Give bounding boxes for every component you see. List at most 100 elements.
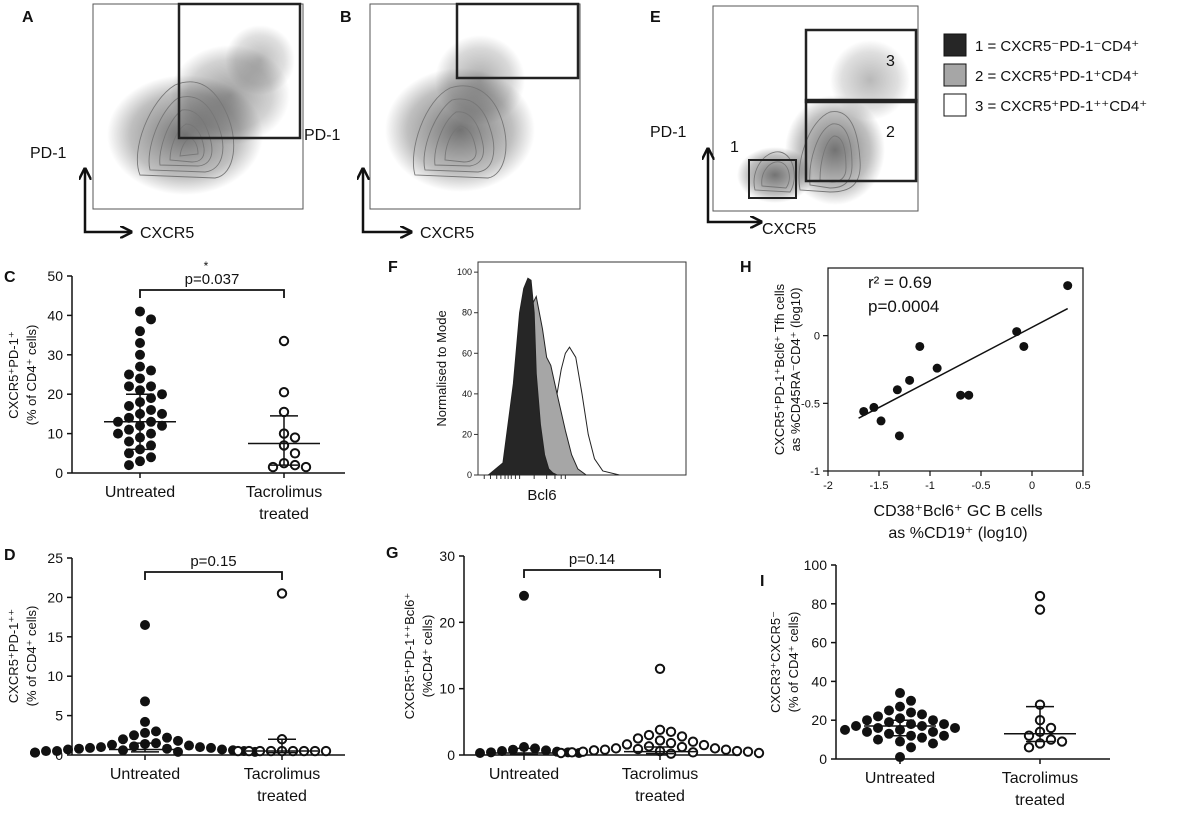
category-label: Untreated <box>489 766 559 783</box>
flow-plot-b: PD-1 CXCR5 <box>304 2 581 242</box>
data-point <box>135 361 145 372</box>
panel-letter-i: I <box>760 573 764 590</box>
data-point <box>873 711 883 722</box>
data-point <box>950 722 960 733</box>
data-point <box>1045 734 1057 745</box>
dot-plot-i: 0 20 40 60 80 100 Untreated Tacrolimus treated CX… <box>768 557 1110 809</box>
data-point <box>654 735 666 746</box>
y-tick-label: 0 <box>819 751 827 767</box>
data-point <box>588 745 600 756</box>
data-point <box>928 715 938 726</box>
contour-lines <box>413 85 507 179</box>
data-point <box>85 742 95 753</box>
p-value-label: p=0.037 <box>185 271 240 288</box>
y-tick-label: 10 <box>439 681 455 697</box>
data-point <box>124 369 134 380</box>
y-tick-label: 100 <box>457 267 472 277</box>
y-tick-label: 50 <box>47 268 63 284</box>
data-point <box>621 739 633 750</box>
x-axis-label: CXCR5 <box>420 225 474 242</box>
panel-letter-a: A <box>22 9 34 26</box>
data-point <box>632 733 644 744</box>
y-axis-label-line2: (% of CD4⁺ cells) <box>24 325 39 426</box>
x-axis-label-line1: CD38⁺Bcl6⁺ GC B cells <box>874 503 1043 520</box>
gate-box-3 <box>804 28 918 104</box>
legend-swatch-3 <box>943 93 967 117</box>
x-axis-label: Bcl6 <box>527 487 556 504</box>
data-point <box>146 404 156 415</box>
data-point <box>519 742 529 753</box>
data-point <box>720 744 732 755</box>
data-point <box>300 461 312 473</box>
x-axis-label: CXCR5 <box>140 225 194 242</box>
data-point <box>278 406 290 418</box>
x-tick-label: -0.5 <box>972 480 991 492</box>
data-point <box>541 745 551 756</box>
data-point <box>1023 742 1035 753</box>
data-point <box>753 747 765 759</box>
data-point <box>873 734 883 745</box>
data-point <box>30 747 40 758</box>
data-point <box>895 736 905 747</box>
data-point <box>859 406 869 416</box>
data-point <box>939 719 949 730</box>
data-point <box>731 745 743 757</box>
data-point <box>129 730 139 741</box>
x-axis-label-line2: as %CD19⁺ (log10) <box>888 525 1027 542</box>
data-point <box>124 448 134 459</box>
gate-box <box>177 2 302 140</box>
y-tick-label: -0.5 <box>801 398 820 410</box>
data-point <box>915 341 925 351</box>
y-tick-label: 5 <box>55 708 63 724</box>
y-tick-label: 0 <box>447 747 455 763</box>
y-tick-label: 25 <box>47 550 63 566</box>
data-point <box>173 735 183 746</box>
data-point <box>146 381 156 392</box>
data-point <box>1045 722 1057 734</box>
y-tick-label: 40 <box>47 307 63 323</box>
gate-box <box>455 2 580 80</box>
data-point <box>157 420 167 431</box>
flow-plot-a: PD-1 CXCR5 <box>30 2 304 242</box>
y-tick-label: 20 <box>462 429 472 439</box>
data-point <box>289 448 301 459</box>
data-point <box>928 738 938 749</box>
gate-box-2 <box>804 98 918 183</box>
data-point <box>884 728 894 739</box>
axis-arrows <box>708 150 760 222</box>
y-tick-label: 0 <box>814 331 820 343</box>
y-tick-label: 0 <box>55 465 63 481</box>
data-point <box>892 385 902 395</box>
legend-label-3: 3 = CXCR5⁺PD-1⁺⁺CD4⁺ <box>975 98 1147 115</box>
category-label: Tacrolimus <box>246 484 322 501</box>
data-point <box>928 726 938 737</box>
gate-label-1: 1 <box>730 139 739 156</box>
y-axis-label: Normalised to Mode <box>434 310 449 426</box>
legend-label-1: 1 = CXCR5⁻PD-1⁻CD4⁺ <box>975 38 1139 55</box>
data-point <box>566 747 578 758</box>
y-tick-label: 15 <box>47 629 63 645</box>
data-point <box>1023 730 1035 741</box>
y-tick-label: 40 <box>811 673 827 689</box>
y-tick-label: 20 <box>811 712 827 728</box>
data-point <box>665 737 677 749</box>
panel-letter-f: F <box>388 259 398 276</box>
data-point <box>278 335 290 347</box>
data-point <box>610 743 622 754</box>
data-point <box>113 428 123 439</box>
data-point <box>162 743 172 754</box>
data-point <box>917 709 927 720</box>
category-label: Untreated <box>105 484 175 501</box>
data-point <box>869 402 879 412</box>
data-point <box>146 452 156 463</box>
data-point <box>956 390 966 400</box>
data-point <box>851 721 861 732</box>
data-point <box>124 412 134 423</box>
category-label-line2: treated <box>259 506 309 523</box>
y-tick-label: 30 <box>439 548 455 564</box>
p-value-label: p=0.15 <box>190 553 236 570</box>
data-point <box>905 375 915 385</box>
y-axis-label: PD-1 <box>650 124 687 141</box>
data-point <box>1063 281 1073 291</box>
data-point <box>96 742 106 753</box>
